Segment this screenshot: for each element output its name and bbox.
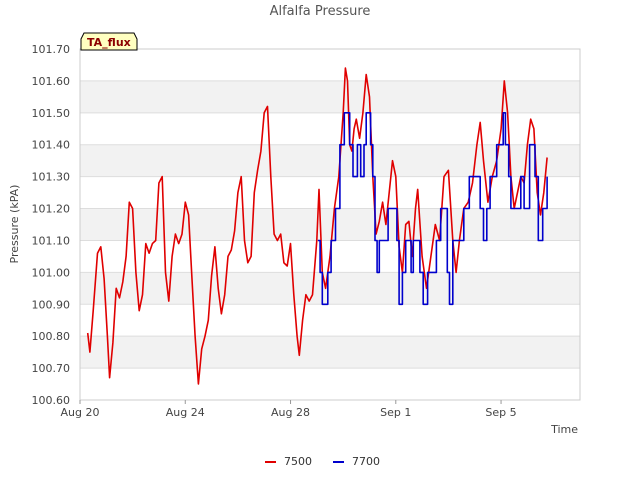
y-tick-label: 101.70 xyxy=(32,43,71,56)
y-tick-label: 100.90 xyxy=(32,298,71,311)
badge-label: TA_flux xyxy=(87,36,131,49)
x-tick-label: Aug 20 xyxy=(61,406,100,419)
y-tick-label: 100.60 xyxy=(32,394,71,407)
y-tick-label: 101.20 xyxy=(32,203,71,216)
y-tick-label: 101.10 xyxy=(32,234,71,247)
legend: 7500 7700 xyxy=(265,455,380,468)
series-lines xyxy=(86,67,548,385)
y-tick-labels: 100.60 100.70 100.80 100.90 101.00 101.10 101.… xyxy=(32,43,71,407)
y-tick-label: 101.60 xyxy=(32,75,71,88)
x-axis-label: Time xyxy=(550,423,578,436)
badge: TA_flux xyxy=(80,32,138,51)
plot-band xyxy=(80,272,580,305)
plot-band xyxy=(80,80,580,113)
x-tick-label: Aug 24 xyxy=(166,406,205,419)
y-tick-label: 101.50 xyxy=(32,107,71,120)
chart-title: Alfalfa Pressure xyxy=(270,4,371,19)
series-line-7700 xyxy=(317,112,548,306)
plot-band xyxy=(80,336,580,369)
plot-band xyxy=(80,144,580,177)
x-tick-label: Sep 1 xyxy=(380,406,411,419)
x-tick-labels: Aug 20 Aug 24 Aug 28 Sep 1 Sep 5 xyxy=(61,400,517,419)
plot-band xyxy=(80,208,580,241)
series-line-7500 xyxy=(86,67,548,385)
legend-label: 7500 xyxy=(284,455,312,468)
y-tick-label: 101.40 xyxy=(32,139,71,152)
y-axis-label: Pressure (kPA) xyxy=(8,185,21,264)
y-tick-label: 100.70 xyxy=(32,362,71,375)
x-tick-label: Aug 28 xyxy=(271,406,310,419)
badge-box xyxy=(80,32,138,51)
x-tick-label: Sep 5 xyxy=(485,406,516,419)
y-tick-label: 101.00 xyxy=(32,266,71,279)
plot-area xyxy=(79,48,581,401)
y-tick-label: 100.80 xyxy=(32,330,71,343)
y-tick-label: 101.30 xyxy=(32,171,71,184)
legend-label: 7700 xyxy=(352,455,380,468)
